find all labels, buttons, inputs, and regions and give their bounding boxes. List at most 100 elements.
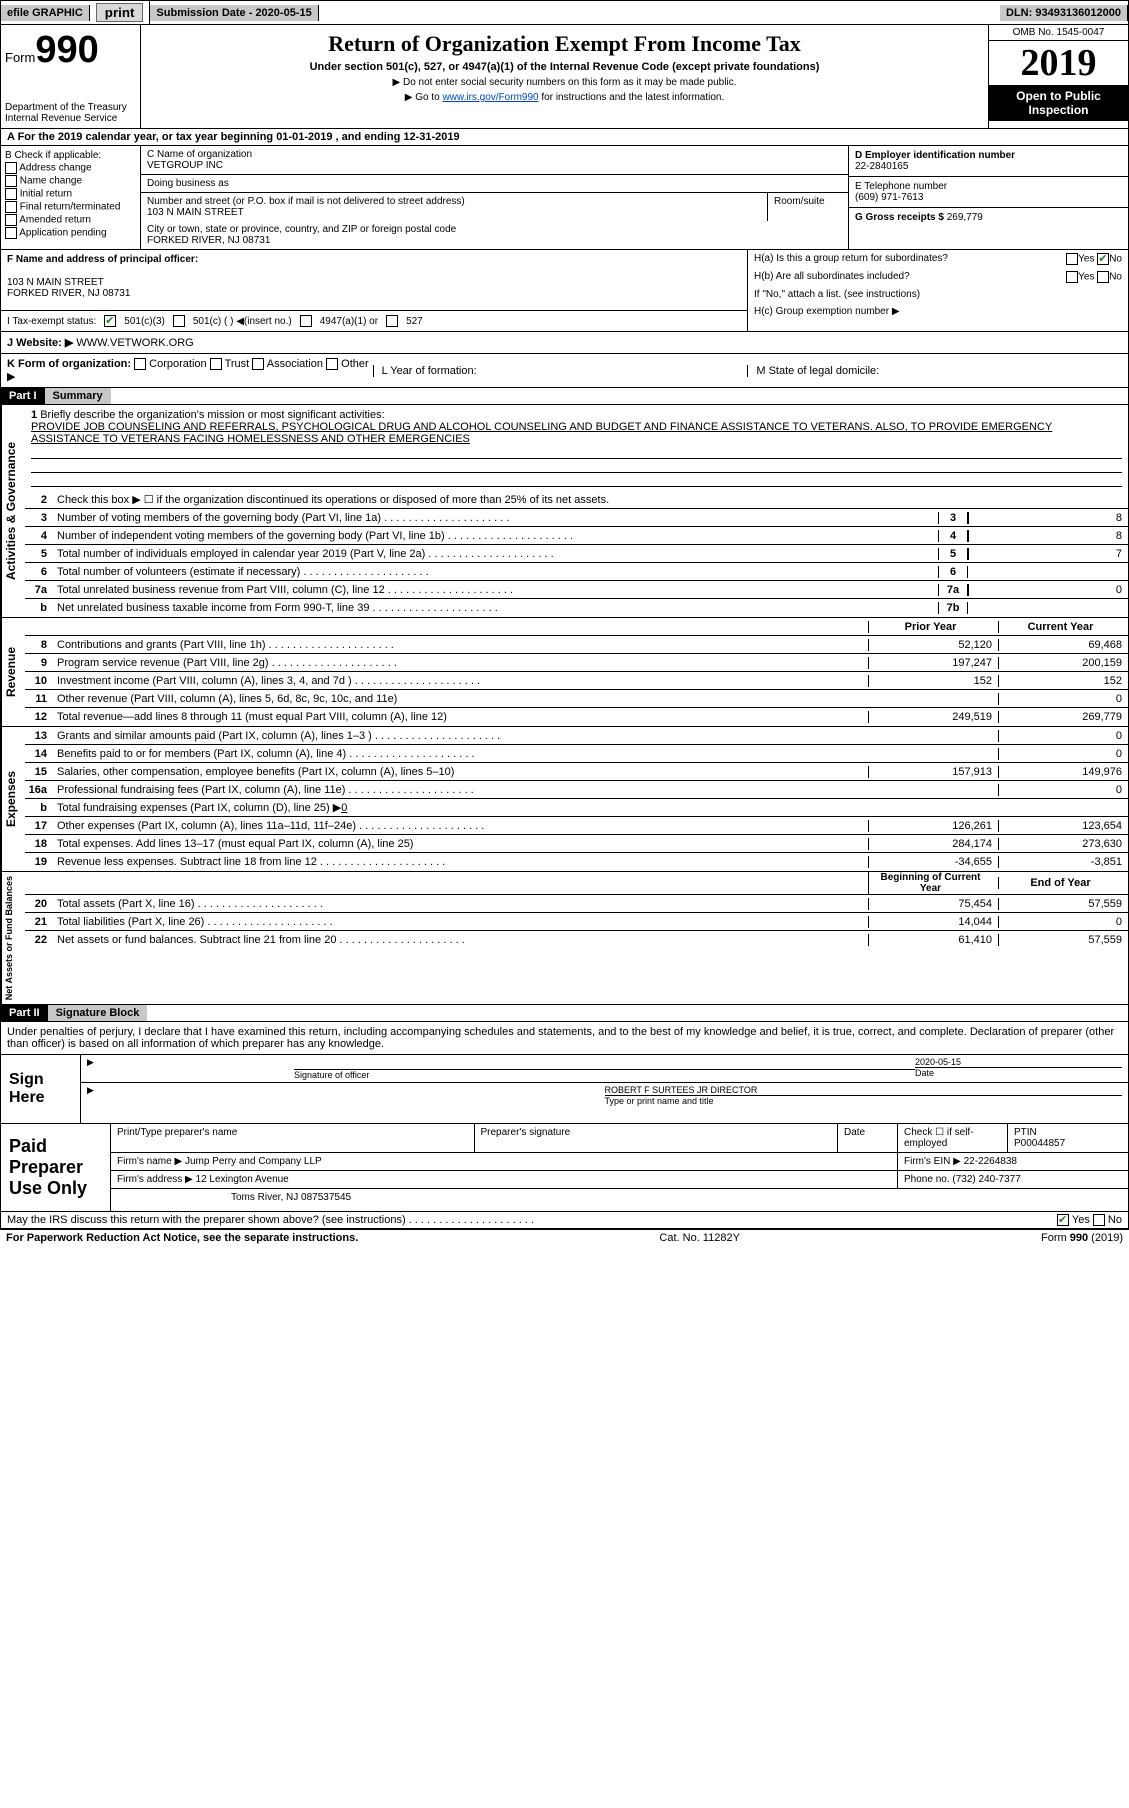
cb-trust[interactable] — [210, 358, 222, 370]
cb-assoc[interactable] — [252, 358, 264, 370]
tax-year: 2019 — [989, 41, 1128, 85]
line17-text: Other expenses (Part IX, column (A), lin… — [53, 818, 868, 834]
vlabel-exp: Expenses — [1, 727, 25, 871]
line3-text: Number of voting members of the governin… — [53, 510, 938, 526]
line2-text: Check this box ▶ ☐ if the organization d… — [53, 491, 1128, 508]
gross-receipts-label: G Gross receipts $ — [855, 212, 944, 223]
print-button[interactable]: print — [96, 3, 144, 22]
firm-addr-label: Firm's address ▶ — [117, 1174, 193, 1185]
section-f: F Name and address of principal officer:… — [1, 250, 747, 310]
open-public-badge: Open to Public Inspection — [989, 85, 1128, 121]
hb-note: If "No," attach a list. (see instruction… — [748, 286, 1128, 303]
footer-left: For Paperwork Reduction Act Notice, see … — [6, 1232, 358, 1244]
section-klm: K Form of organization: Corporation Trus… — [0, 354, 1129, 388]
cb-ha-no[interactable] — [1097, 253, 1109, 265]
cb-corp[interactable] — [134, 358, 146, 370]
form-box: Form990 Department of the Treasury Inter… — [1, 25, 141, 128]
cb-hb-yes[interactable] — [1066, 271, 1078, 283]
cb-501c[interactable] — [173, 315, 185, 327]
expenses-section: Expenses 13Grants and similar amounts pa… — [0, 727, 1129, 872]
vlabel-ag: Activities & Governance — [1, 405, 25, 617]
paid-preparer-label: Paid Preparer Use Only — [1, 1124, 111, 1211]
cb-application-pending[interactable]: Application pending — [5, 227, 136, 239]
line10-text: Investment income (Part VIII, column (A)… — [53, 673, 868, 689]
part1-badge: Part I — [1, 388, 45, 404]
arrow-icon: ▶ — [87, 1085, 605, 1106]
cb-527[interactable] — [386, 315, 398, 327]
phone-label: E Telephone number — [855, 181, 1122, 192]
hdr-end: End of Year — [998, 877, 1128, 889]
cb-ha-yes[interactable] — [1066, 253, 1078, 265]
cb-discuss-no[interactable] — [1093, 1214, 1105, 1226]
line16a-text: Professional fundraising fees (Part IX, … — [53, 782, 868, 798]
cb-501c3[interactable] — [104, 315, 116, 327]
b-label: B Check if applicable: — [5, 150, 136, 161]
cb-address-change[interactable]: Address change — [5, 162, 136, 174]
org-name: VETGROUP INC — [147, 160, 842, 171]
line13-text: Grants and similar amounts paid (Part IX… — [53, 728, 868, 744]
year-box: OMB No. 1545-0047 2019 Open to Public In… — [988, 25, 1128, 128]
city-label: City or town, state or province, country… — [147, 224, 842, 235]
org-name-label: C Name of organization — [147, 149, 842, 160]
line7a-text: Total unrelated business revenue from Pa… — [53, 582, 938, 598]
cb-initial-return[interactable]: Initial return — [5, 188, 136, 200]
line22-text: Net assets or fund balances. Subtract li… — [53, 932, 868, 948]
cb-discuss-yes[interactable] — [1057, 1214, 1069, 1226]
sig-officer-label: Signature of officer — [294, 1069, 915, 1080]
cb-hb-no[interactable] — [1097, 271, 1109, 283]
phone-value: (609) 971-7613 — [855, 192, 1122, 203]
prep-sig-hdr: Preparer's signature — [475, 1124, 839, 1152]
cb-final-return[interactable]: Final return/terminated — [5, 201, 136, 213]
ptin-label: PTIN — [1014, 1127, 1122, 1138]
firm-ein: 22-2264838 — [964, 1156, 1017, 1167]
cb-other[interactable] — [326, 358, 338, 370]
section-h: H(a) Is this a group return for subordin… — [748, 250, 1128, 331]
omb-number: OMB No. 1545-0047 — [989, 25, 1128, 41]
cb-4947[interactable] — [300, 315, 312, 327]
firm-ein-label: Firm's EIN ▶ — [904, 1156, 961, 1167]
cb-amended-return[interactable]: Amended return — [5, 214, 136, 226]
line1-label: Briefly describe the organization's miss… — [40, 409, 384, 421]
line7b-text: Net unrelated business taxable income fr… — [53, 600, 938, 616]
line14-text: Benefits paid to or for members (Part IX… — [53, 746, 868, 762]
sig-date-label: Date — [915, 1068, 1122, 1078]
hdr-beginning: Beginning of Current Year — [868, 872, 998, 894]
line16b-text: Total fundraising expenses (Part IX, col… — [53, 799, 868, 816]
ptin-value: P00044857 — [1014, 1138, 1122, 1149]
line3-val: 8 — [968, 512, 1128, 524]
dept-label: Department of the Treasury Internal Reve… — [5, 102, 136, 124]
line15-text: Salaries, other compensation, employee b… — [53, 764, 868, 780]
addr-label: Number and street (or P.O. box if mail i… — [147, 196, 761, 207]
efile-label: efile GRAPHIC — [1, 5, 90, 21]
line4-text: Number of independent voting members of … — [53, 528, 938, 544]
irs-link[interactable]: www.irs.gov/Form990 — [442, 92, 538, 103]
officer-name-label: Type or print name and title — [605, 1096, 1123, 1106]
part1-title: Summary — [45, 388, 111, 404]
vlabel-rev: Revenue — [1, 618, 25, 726]
signature-section: Under penalties of perjury, I declare th… — [0, 1022, 1129, 1229]
dln-label: DLN: 93493136012000 — [1000, 5, 1128, 21]
firm-addr1: 12 Lexington Avenue — [196, 1174, 289, 1185]
hdr-current-year: Current Year — [998, 621, 1128, 633]
gross-receipts-value: 269,779 — [947, 212, 983, 223]
declaration-text: Under penalties of perjury, I declare th… — [1, 1022, 1128, 1054]
city-state-zip: FORKED RIVER, NJ 08731 — [147, 235, 842, 246]
dba-label: Doing business as — [141, 175, 848, 193]
sig-date: 2020-05-15 — [915, 1057, 1122, 1068]
footer-mid: Cat. No. 11282Y — [659, 1232, 740, 1244]
footer: For Paperwork Reduction Act Notice, see … — [0, 1229, 1129, 1246]
sign-here-label: Sign Here — [1, 1055, 81, 1123]
instr-suffix: for instructions and the latest informat… — [539, 92, 725, 103]
firm-name: Jump Perry and Company LLP — [185, 1156, 322, 1167]
part2-title: Signature Block — [48, 1005, 148, 1021]
line5-val: 7 — [968, 548, 1128, 560]
officer-name: ROBERT F SURTEES JR DIRECTOR — [605, 1085, 1123, 1096]
ha-label: H(a) Is this a group return for subordin… — [754, 253, 948, 265]
form-label: Form — [5, 50, 35, 65]
room-suite-label: Room/suite — [768, 193, 848, 221]
prep-self-emp: Check ☐ if self-employed — [898, 1124, 1008, 1152]
tax-status-label: I Tax-exempt status: — [7, 316, 96, 327]
website-value: WWW.VETWORK.ORG — [76, 337, 193, 349]
line5-text: Total number of individuals employed in … — [53, 546, 938, 562]
cb-name-change[interactable]: Name change — [5, 175, 136, 187]
